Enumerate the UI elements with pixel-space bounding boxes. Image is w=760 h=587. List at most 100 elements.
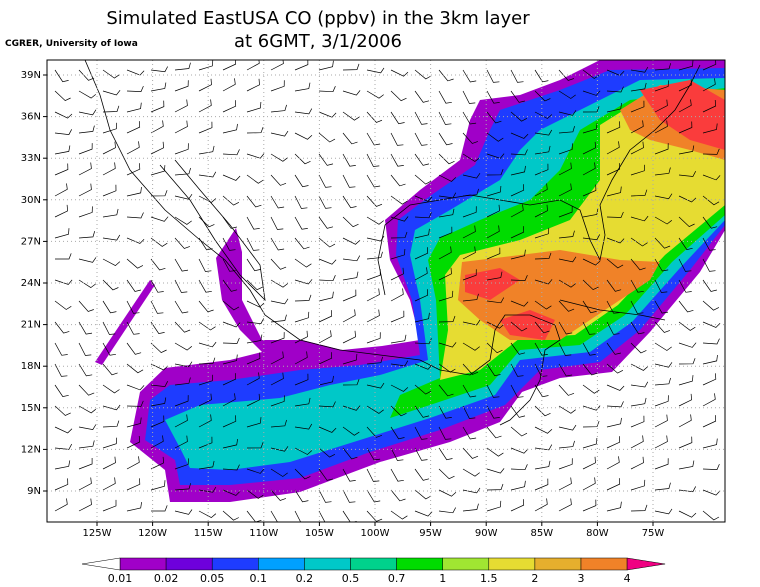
wind-barb [366, 216, 384, 225]
graticule: 39N 36N 33N 30N 27N 24N 21N 18N 15N 12N 9N 125W 120W… [21, 60, 725, 539]
colorbar-label: 0.01 [108, 572, 133, 585]
wind-barb [222, 279, 238, 292]
wind-barb [54, 426, 73, 434]
wind-barb [270, 153, 288, 162]
wind-barb [150, 397, 167, 407]
wind-barb [55, 253, 72, 260]
wind-barb [510, 275, 528, 281]
wind-barb [534, 300, 552, 310]
wind-barb [558, 69, 575, 81]
wind-barb [126, 363, 144, 374]
wind-barb [222, 123, 238, 134]
wind-barb [606, 211, 624, 218]
wind-barb [222, 216, 237, 229]
wind-barb [78, 363, 93, 377]
wind-barb [222, 415, 237, 428]
wind-barb [151, 505, 168, 512]
title-line1: Simulated EastUSA CO (ppbv) in the 3km l… [106, 8, 530, 29]
wind-barb [582, 141, 596, 155]
wind-barb [606, 417, 622, 428]
lat-label: 33N [21, 153, 41, 164]
colorbar-arrow-high [626, 557, 666, 571]
wind-barb [462, 293, 479, 302]
wind-barb [390, 468, 404, 482]
wind-barb [606, 501, 622, 512]
wind-barb [318, 310, 333, 323]
wind-barb [678, 99, 692, 113]
wind-barb [582, 342, 596, 356]
wind-barb [126, 102, 142, 113]
wind-barb [702, 415, 717, 428]
wind-barb [510, 69, 524, 83]
wind-barb [150, 66, 169, 73]
wind-barb [462, 173, 481, 179]
wind-barb [510, 363, 524, 377]
wind-barb [630, 279, 644, 293]
colorbar-label: 0.02 [154, 572, 179, 585]
wind-barb [318, 216, 334, 229]
wind-barb [558, 440, 575, 449]
colorbar-label: 2 [531, 572, 538, 585]
wind-barb [54, 363, 68, 377]
wind-barb [390, 288, 404, 302]
wind-barb [150, 237, 168, 247]
wind-barb [246, 417, 262, 428]
wind-barb [630, 381, 649, 388]
wind-barb [102, 499, 117, 512]
wind-barb [630, 189, 648, 197]
wind-barb [126, 456, 140, 470]
wind-barb [534, 69, 549, 83]
wind-barb [678, 300, 694, 313]
wind-barb [606, 141, 620, 155]
wind-barb [294, 258, 312, 268]
wind-barb [318, 330, 332, 344]
wind-barb [342, 309, 356, 323]
wind-barb [558, 498, 572, 512]
wind-barb [702, 148, 720, 155]
wind-barb [510, 321, 528, 332]
wind-barb [414, 312, 430, 323]
wind-barb [678, 121, 693, 134]
wind-barb [126, 258, 144, 269]
wind-barb [534, 90, 551, 102]
wind-barb [582, 499, 597, 512]
wind-barb [486, 483, 504, 491]
wind-barb [510, 111, 528, 122]
wind-barb [366, 405, 384, 414]
wind-barb [318, 401, 336, 408]
wind-barb [198, 78, 212, 92]
wind-barb [246, 468, 265, 474]
wind-barb [582, 437, 598, 449]
lon-label: 125W [83, 528, 112, 539]
wind-barb [294, 153, 311, 165]
wind-barb [414, 247, 429, 260]
wind-barb [342, 111, 360, 121]
title-line2: at 6GMT, 3/1/2006 [234, 31, 402, 52]
wind-barb [246, 489, 264, 499]
wind-barb [318, 132, 336, 143]
wind-barb [174, 279, 188, 293]
wind-barb [270, 237, 285, 251]
colorbar: 0.01 0.02 0.05 0.1 0.2 0.5 0.7 1 1.5 2 3 4 [81, 557, 666, 585]
plume [95, 60, 725, 502]
wind-barb [654, 321, 671, 333]
wind-barb [606, 258, 624, 269]
wind-barb [390, 447, 404, 461]
wind-barb [150, 258, 166, 271]
wind-barb [366, 174, 381, 188]
wind-barb [294, 216, 308, 230]
wind-barb [318, 489, 332, 503]
wind-barb [270, 279, 289, 288]
wind-barb [54, 342, 68, 356]
wind-barb [558, 477, 572, 491]
wind-barb [198, 357, 216, 365]
wind-barb [486, 90, 500, 104]
wind-barb [462, 206, 477, 218]
wind-barb [414, 174, 432, 185]
wind-barb [150, 165, 166, 176]
wind-barb [222, 354, 238, 365]
wind-barb [54, 145, 71, 155]
wind-barb [414, 384, 432, 395]
wind-barb [510, 249, 526, 260]
wind-barb [534, 384, 549, 398]
